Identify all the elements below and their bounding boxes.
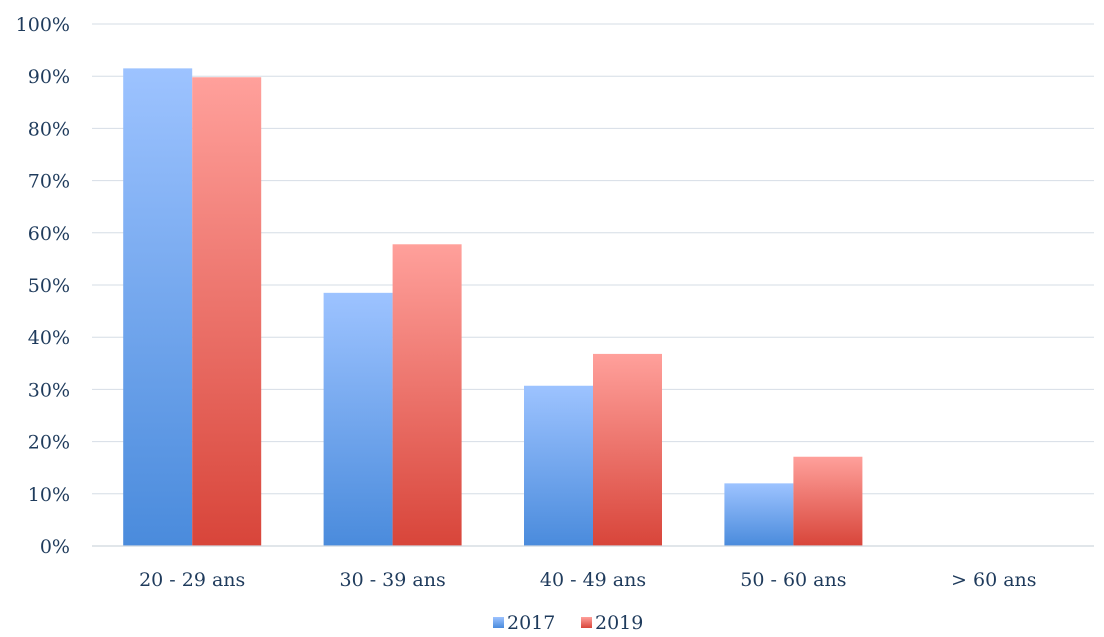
y-tick-label: 20% bbox=[28, 432, 70, 454]
x-tick-label: 30 - 39 ans bbox=[339, 569, 445, 591]
bar-2017-1 bbox=[323, 292, 393, 546]
y-axis-ticks: 0% 10% 20% 30% 40% 50% 60% 70% 80% 90% 100% bbox=[16, 14, 70, 558]
bars bbox=[123, 68, 863, 547]
legend-label-2017: 2017 bbox=[507, 612, 555, 634]
x-axis: 20 - 29 ans 30 - 39 ans 40 - 49 ans 50 - 60… bbox=[92, 545, 1094, 591]
bar-2019-0 bbox=[192, 77, 262, 546]
bar-2019-2 bbox=[593, 353, 662, 546]
legend-swatch-2017 bbox=[493, 617, 504, 628]
y-tick-label: 30% bbox=[28, 379, 70, 401]
y-tick-label: 100% bbox=[16, 14, 70, 36]
y-tick-label: 60% bbox=[28, 223, 70, 245]
legend-label-2019: 2019 bbox=[595, 612, 643, 634]
y-tick-label: 10% bbox=[28, 484, 70, 506]
y-tick-label: 80% bbox=[28, 118, 70, 140]
bar-2019-3 bbox=[793, 456, 863, 546]
bar-2017-3 bbox=[724, 483, 794, 546]
legend: 2017 2019 bbox=[493, 612, 643, 634]
y-tick-label: 90% bbox=[28, 66, 70, 88]
x-tick-label: 50 - 60 ans bbox=[740, 569, 846, 591]
x-tick-label: 40 - 49 ans bbox=[540, 569, 646, 591]
x-tick-label: > 60 ans bbox=[951, 569, 1037, 591]
bar-2017-0 bbox=[123, 68, 193, 547]
bar-2017-2 bbox=[524, 385, 593, 546]
y-tick-label: 40% bbox=[28, 327, 70, 349]
x-tick-label: 20 - 29 ans bbox=[139, 569, 245, 591]
y-tick-label: 0% bbox=[40, 536, 70, 558]
bar-2019-1 bbox=[392, 244, 462, 546]
y-tick-label: 70% bbox=[28, 171, 70, 193]
y-tick-label: 50% bbox=[28, 275, 70, 297]
legend-swatch-2019 bbox=[581, 617, 592, 628]
